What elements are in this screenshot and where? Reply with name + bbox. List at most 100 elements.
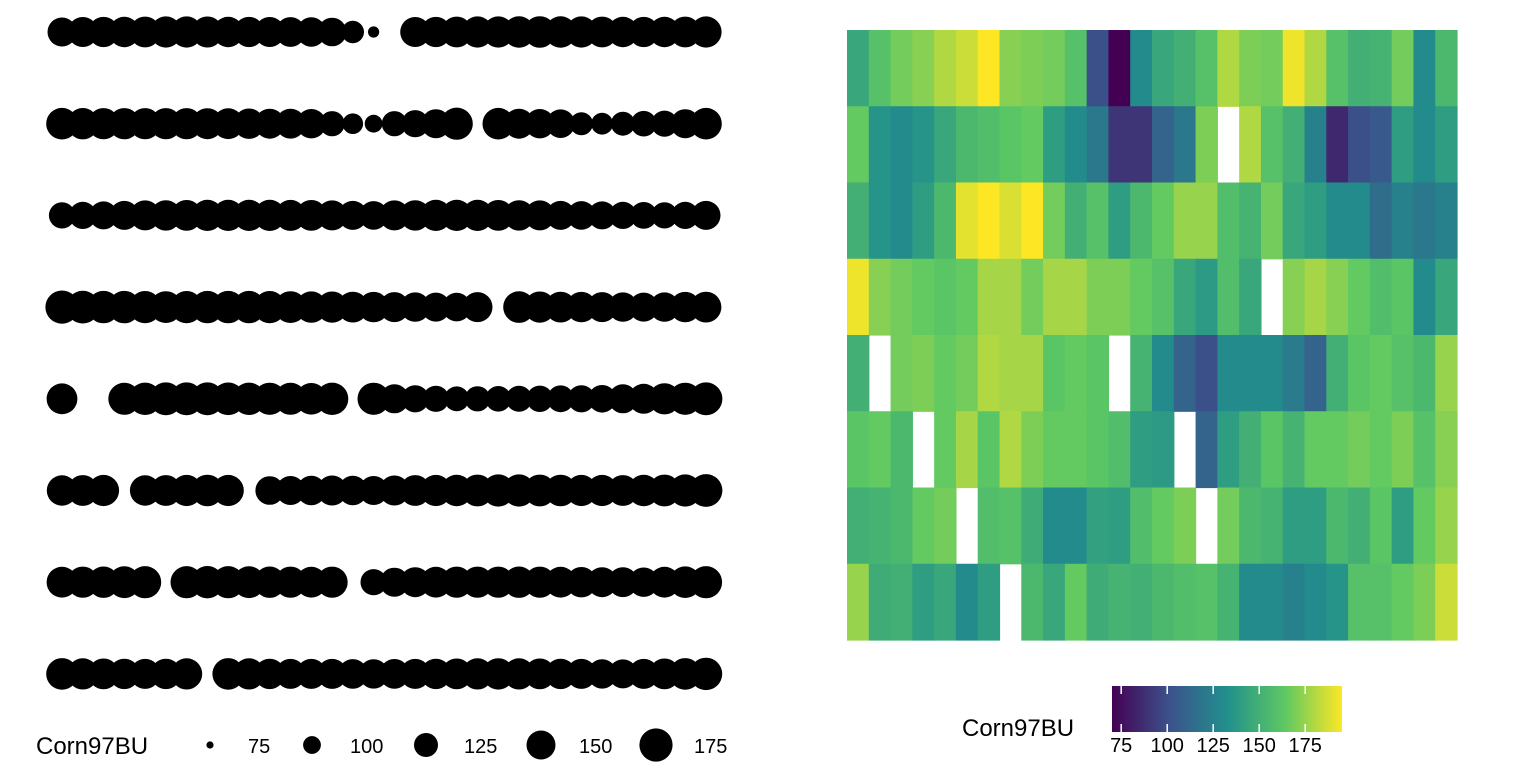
bubble-point: [359, 201, 388, 230]
heatmap-cell: [1413, 106, 1436, 184]
bubble-point: [254, 658, 285, 690]
heatmap-cell: [1413, 563, 1436, 641]
bubble-point: [275, 108, 306, 139]
size-legend-label: 125: [464, 736, 497, 758]
bubble-point: [338, 475, 368, 506]
heatmap-cell: [1217, 30, 1240, 107]
bubble-point: [504, 108, 534, 139]
bubble-point: [444, 386, 470, 412]
heatmap-cell: [1195, 106, 1218, 184]
heatmap-cell: [1304, 411, 1327, 489]
heatmap-cell: [977, 182, 1001, 260]
heatmap-cell: [1435, 258, 1458, 336]
heatmap-cell: [847, 182, 870, 260]
bubble-point: [649, 292, 680, 322]
colorbar: Corn97BU 75 100 125 150 175: [962, 686, 1342, 757]
heatmap-cell: [1173, 106, 1197, 184]
heatmap-cell: [1152, 258, 1175, 336]
colorbar-gradient: [1112, 686, 1342, 732]
heatmap-cell: [1282, 106, 1306, 184]
heatmap-cell: [890, 563, 913, 641]
heatmap-cell: [1348, 563, 1371, 641]
heatmap-cell: [1239, 258, 1262, 336]
heatmap-cell: [1021, 487, 1044, 565]
size-legend-label: 175: [694, 736, 727, 758]
colorbar-tick-label: 75: [1110, 735, 1132, 757]
heatmap-cell: [955, 411, 979, 489]
heatmap-cell: [1043, 411, 1066, 489]
bubble-point: [381, 111, 407, 137]
bubble-point: [588, 385, 616, 413]
heatmap-cell: [868, 563, 892, 641]
heatmap-cell: [1152, 563, 1175, 641]
bubble-point: [629, 292, 659, 322]
heatmap-cell: [1152, 106, 1175, 184]
heatmap-cell: [999, 182, 1022, 260]
bubble-point: [364, 114, 383, 133]
heatmap-cell: [1348, 487, 1371, 565]
heatmap-cell: [1348, 335, 1371, 412]
bubble-point: [440, 107, 473, 140]
heatmap-cell: [1108, 258, 1131, 336]
colorbar-tick-label: 175: [1289, 735, 1322, 757]
heatmap-cell: [1217, 182, 1240, 260]
heatmap-cell: [1304, 487, 1327, 565]
heatmap-cell: [1391, 30, 1415, 107]
bubble-point: [630, 110, 657, 137]
bubble-point: [46, 383, 78, 415]
heatmap-cell: [1152, 182, 1175, 260]
heatmap-cell: [1021, 335, 1044, 412]
bubble-point: [503, 200, 535, 231]
heatmap-cell: [1239, 30, 1262, 107]
heatmap-cell: [1260, 182, 1284, 260]
heatmap-cell: [1086, 182, 1110, 260]
heatmap-cell: [890, 335, 913, 412]
bubble-point: [506, 385, 532, 412]
bubble-point: [401, 385, 429, 413]
heatmap-cell: [1021, 30, 1044, 107]
heatmap-cell: [1108, 106, 1131, 184]
bubble-point: [442, 292, 472, 322]
bubble-point: [67, 17, 98, 47]
heatmap-cell: [890, 487, 913, 565]
heatmap-cell: [890, 182, 913, 260]
heatmap-cells: [847, 30, 1458, 641]
heatmap-cell: [1108, 487, 1131, 565]
heatmap-cell: [1152, 335, 1175, 412]
bubble-point: [130, 200, 161, 231]
heatmap-cell: [1195, 258, 1218, 336]
heatmap-cell: [1086, 30, 1110, 107]
bubble-point: [587, 659, 617, 689]
heatmap-cell: [1064, 106, 1088, 184]
bubble-point: [526, 385, 553, 412]
heatmap-cell: [868, 258, 892, 336]
heatmap-cell: [977, 335, 1001, 412]
heatmap-cell: [1304, 30, 1327, 107]
heatmap-cell: [1239, 182, 1262, 260]
bubble-point: [689, 474, 723, 507]
bubble-point: [524, 200, 555, 231]
bubble-point: [690, 107, 722, 140]
bubble-point: [342, 113, 364, 134]
size-legend-label: 100: [350, 736, 383, 758]
heatmap-cell: [1108, 563, 1131, 641]
heatmap-cell: [977, 30, 1001, 107]
bubble-point: [368, 26, 380, 38]
heatmap-cell: [912, 30, 935, 107]
heatmap-cell: [1130, 182, 1153, 260]
bubble-point: [171, 658, 203, 690]
heatmap-cell: [977, 563, 1001, 641]
bubble-point: [47, 17, 77, 47]
heatmap-panel: Corn97BU 75 100 125 150 175: [760, 0, 1536, 768]
bubble-point: [359, 476, 389, 505]
heatmap-cell: [1282, 563, 1306, 641]
bubble-point: [296, 658, 327, 689]
heatmap-cell: [1173, 487, 1197, 565]
bubble-point: [254, 17, 285, 47]
bubble-point: [89, 201, 118, 230]
size-legend-key: [303, 736, 321, 754]
heatmap-cell: [1282, 411, 1306, 489]
bubble-point: [608, 292, 638, 322]
heatmap-cell: [1173, 335, 1197, 412]
heatmap-cell: [1043, 563, 1066, 641]
